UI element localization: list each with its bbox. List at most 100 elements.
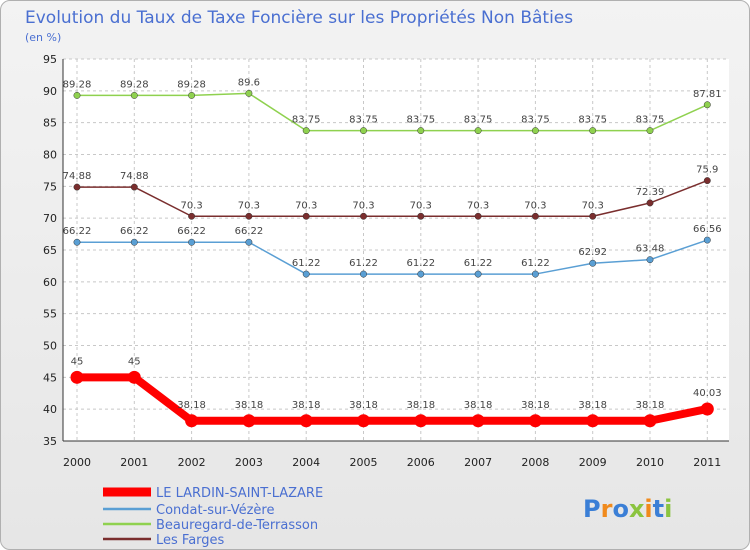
- data-point: [360, 212, 367, 220]
- x-tick-label: 2010: [636, 456, 664, 469]
- x-tick-label: 2005: [350, 456, 378, 469]
- data-label: 63.48: [636, 244, 665, 255]
- data-label: 61.22: [349, 258, 378, 269]
- data-point: [589, 127, 597, 135]
- data-label: 61.22: [521, 258, 550, 269]
- data-label: 70.3: [582, 200, 604, 211]
- data-label: 45: [128, 356, 141, 367]
- data-label: 38.18: [235, 400, 264, 411]
- data-label: 70.3: [524, 200, 546, 211]
- data-label: 38.18: [349, 400, 378, 411]
- x-tick-label: 2001: [120, 456, 148, 469]
- data-point: [188, 91, 196, 99]
- data-point: [531, 212, 539, 220]
- data-point: [703, 177, 711, 185]
- data-point: [357, 414, 370, 428]
- data-point: [185, 414, 199, 428]
- y-tick-label: 85: [43, 117, 57, 130]
- series-line: [77, 373, 709, 425]
- data-label: 66.22: [177, 226, 206, 237]
- data-point: [474, 270, 482, 278]
- data-label: 61.22: [406, 258, 435, 269]
- data-label: 83.75: [521, 115, 550, 126]
- data-label: 83.75: [636, 115, 665, 126]
- data-label: 38.18: [177, 400, 206, 411]
- x-tick-label: 2009: [579, 456, 607, 469]
- data-label: 66.56: [693, 224, 722, 235]
- data-point: [471, 414, 485, 428]
- data-label: 83.75: [578, 115, 607, 126]
- data-point: [589, 259, 597, 267]
- proxiti-logo: Proxiti: [583, 495, 672, 523]
- data-label: 83.75: [406, 115, 435, 126]
- data-label: 38.18: [292, 400, 321, 411]
- data-point: [360, 270, 367, 278]
- data-point: [130, 183, 138, 191]
- x-tick-label: 2003: [235, 456, 263, 469]
- data-point: [188, 212, 196, 220]
- data-point: [700, 402, 714, 416]
- data-point: [417, 212, 425, 220]
- grid-layer: [63, 58, 729, 442]
- data-point: [703, 236, 711, 244]
- data-label: 70.3: [352, 200, 374, 211]
- data-point: [299, 414, 313, 428]
- series-layer: 89.28 89.28 89.28 89.6 83.75 83.75 83.75 83.75 8…: [63, 77, 722, 428]
- data-label: 89.28: [120, 79, 149, 90]
- data-label: 40.03: [693, 388, 722, 399]
- y-tick-label: 55: [43, 308, 57, 321]
- x-tick-label: 2002: [178, 456, 206, 469]
- data-point: [586, 414, 600, 428]
- data-label: 72.39: [636, 187, 665, 198]
- data-label: 38.18: [406, 400, 435, 411]
- data-point: [245, 89, 253, 97]
- x-tick-label: 2004: [292, 456, 320, 469]
- data-label: 83.75: [464, 115, 493, 126]
- legend-label: LE LARDIN-SAINT-LAZARE: [156, 486, 323, 501]
- data-label: 70.3: [180, 200, 202, 211]
- data-label: 66.22: [120, 226, 149, 237]
- data-point: [130, 238, 138, 246]
- data-label: 87.81: [693, 89, 722, 100]
- data-point: [646, 256, 654, 264]
- data-label: 89.28: [63, 79, 92, 90]
- data-point: [528, 414, 542, 428]
- legend: LE LARDIN-SAINT-LAZARE Condat-sur-VézèreB…: [103, 486, 323, 548]
- data-label: 61.22: [292, 258, 321, 269]
- data-point: [646, 199, 654, 207]
- series-line: [77, 92, 708, 132]
- data-label: 66.22: [235, 226, 264, 237]
- data-label: 45: [71, 356, 84, 367]
- data-point: [414, 414, 428, 428]
- data-point: [302, 212, 310, 220]
- y-tick-label: 70: [43, 212, 57, 225]
- series-line: [77, 179, 708, 218]
- data-label: 74.88: [63, 171, 92, 182]
- y-tick-label: 90: [43, 85, 57, 98]
- data-label: 38.18: [521, 400, 550, 411]
- data-label: 75.9: [696, 165, 718, 176]
- x-tick-label: 2008: [521, 456, 549, 469]
- data-label: 66.22: [63, 226, 92, 237]
- data-label: 38.18: [464, 400, 493, 411]
- data-label: 89.28: [177, 79, 206, 90]
- axis-layer: 35 40 45 50 55 60 65 70 75 80 85 90 95 2000 2001 2002 20…: [43, 53, 729, 469]
- x-tick-label: 2007: [464, 456, 492, 469]
- legend-label: Condat-sur-Vézère: [156, 503, 275, 518]
- chart-title: Evolution du Taux de Taxe Foncière sur l…: [25, 8, 573, 28]
- data-point: [73, 238, 81, 246]
- data-point: [127, 370, 141, 384]
- data-point: [474, 127, 482, 135]
- y-tick-label: 40: [43, 403, 57, 416]
- chart-subtitle: (en %): [25, 31, 61, 44]
- x-tick-label: 2006: [407, 456, 435, 469]
- data-point: [531, 127, 539, 135]
- x-tick-label: 2000: [63, 456, 91, 469]
- data-point: [417, 270, 425, 278]
- data-point: [643, 414, 657, 428]
- data-label: 62.92: [578, 247, 607, 258]
- data-point: [360, 127, 367, 135]
- series-line: [77, 239, 708, 275]
